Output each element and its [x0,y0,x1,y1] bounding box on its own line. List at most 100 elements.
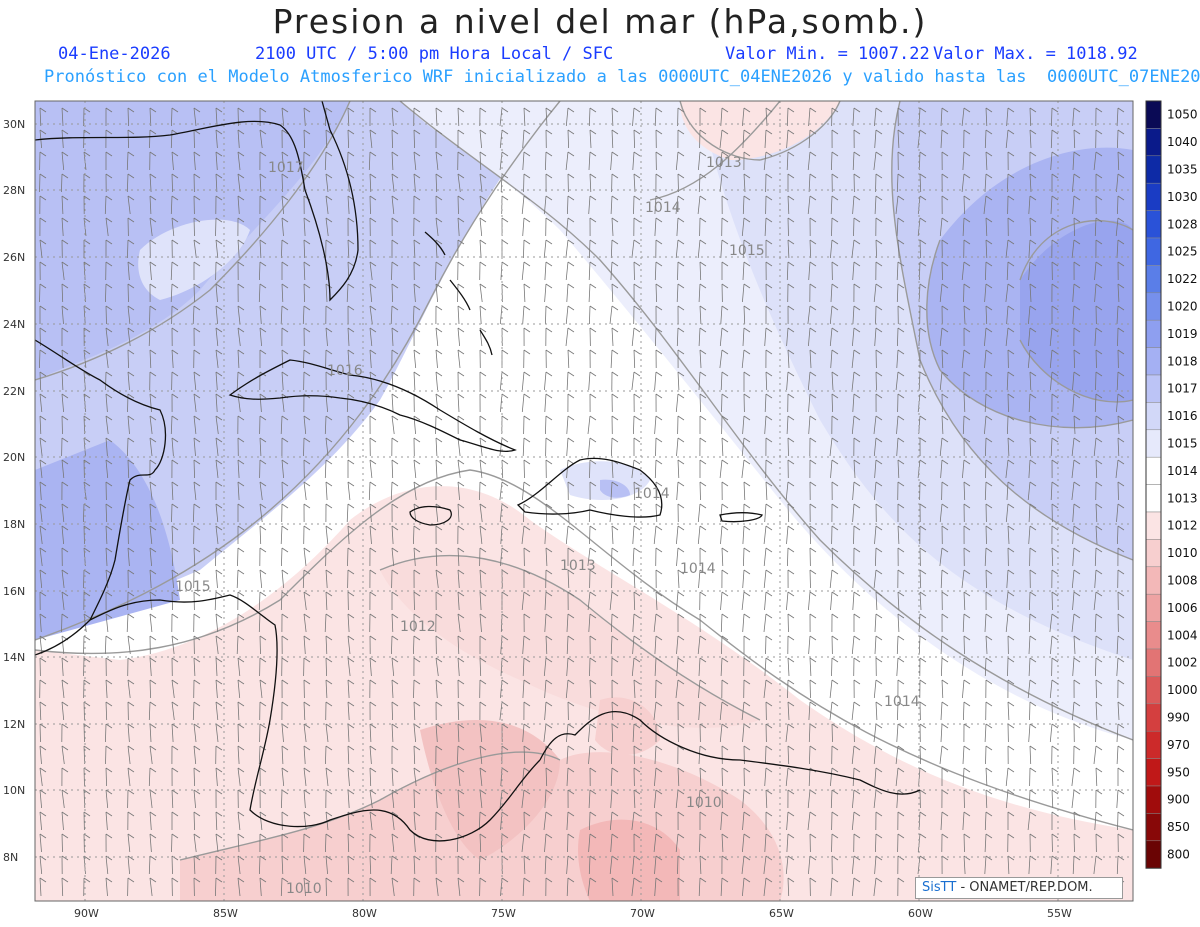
wind-barb [193,371,201,391]
wind-barb [721,767,729,787]
wind-barb [873,679,883,699]
wind-barb [631,701,641,721]
wind-barb [413,327,421,347]
wind-barb [567,701,575,721]
wind-barb [787,173,795,192]
wind-barb [391,129,399,149]
wind-barb [281,349,289,369]
wind-barb [171,217,179,237]
wind-barb [742,723,751,743]
wind-barb [126,173,135,193]
wind-barb [171,173,179,193]
wind-barb [391,789,399,809]
wind-barb [479,877,487,897]
wind-barb [457,855,465,875]
wind-barb [413,657,421,677]
wind-barb [655,437,663,457]
wind-barb [1094,393,1103,413]
wind-barb [1029,129,1037,149]
wind-barb [325,701,333,721]
wind-barb [895,195,905,215]
wind-barb [852,327,861,347]
wind-barb [523,415,531,435]
wind-barb [1007,151,1015,171]
wind-barb [808,393,817,413]
wind-barb [259,833,267,853]
wind-barb [237,525,245,544]
wind-barb [941,657,949,677]
wind-barb [1007,701,1015,721]
wind-barb [171,305,179,325]
wind-barb [875,833,883,853]
wind-barb [721,745,729,765]
wind-barb [236,371,245,391]
wind-barb [610,767,619,787]
wind-barb [171,635,179,655]
wind-barb [347,613,355,633]
wind-barb [215,393,223,413]
wind-barb [457,789,465,809]
wind-barb [391,723,399,743]
wind-barb [280,415,289,435]
wind-barb [479,569,487,589]
wind-barb [479,481,487,501]
wind-barb [479,635,487,654]
wind-barb [347,415,355,435]
wind-barb [853,283,861,303]
wind-barb [675,833,685,853]
wind-barb [303,415,311,435]
wind-barb [874,635,883,655]
colorbar-swatch [1145,456,1162,485]
colorbar-swatch [1145,813,1162,842]
wind-barb [1029,833,1037,853]
wind-barb [809,745,817,765]
wind-barb [214,591,223,611]
wind-barb [565,525,575,545]
wind-barb [127,305,135,325]
wind-barb [611,129,619,149]
wind-barb [105,591,113,611]
wind-barb [413,723,421,743]
wind-barb [237,151,245,171]
wind-barb [654,745,663,765]
wind-barb [919,547,927,567]
wind-barb [589,305,597,325]
wind-barb [611,393,619,413]
wind-barb [874,107,883,127]
wind-barb [1072,107,1081,127]
wind-barb [171,657,179,677]
wind-barb [565,327,575,347]
wind-barb [1029,415,1037,435]
wind-barb [830,767,839,787]
wind-barb [127,877,135,897]
wind-barb [522,679,531,699]
wind-barb [521,789,531,809]
wind-barb [565,151,575,171]
wind-barb [875,173,883,193]
wind-barb [391,283,399,303]
wind-barb [39,525,47,545]
colorbar-label: 1030 [1167,190,1198,204]
wind-barb [699,305,707,325]
wind-barb [522,481,531,501]
wind-barb [808,261,817,281]
wind-barb [897,393,905,413]
wind-barb [1071,459,1081,479]
wind-barb [633,789,641,809]
wind-barb [1117,547,1125,567]
wind-barb [897,503,905,522]
wind-barb [413,151,421,171]
wind-barb [83,459,91,479]
wind-barb [171,569,179,589]
wind-barb [149,635,157,655]
wind-barb [281,481,289,501]
wind-barb [831,547,839,567]
wind-barb [479,547,487,567]
wind-barb [215,525,223,545]
wind-barb [589,767,597,787]
wind-barb [1005,129,1015,149]
wind-barb [984,129,993,149]
wind-barb [193,151,201,171]
wind-barb [851,701,861,721]
wind-barb [566,767,575,787]
